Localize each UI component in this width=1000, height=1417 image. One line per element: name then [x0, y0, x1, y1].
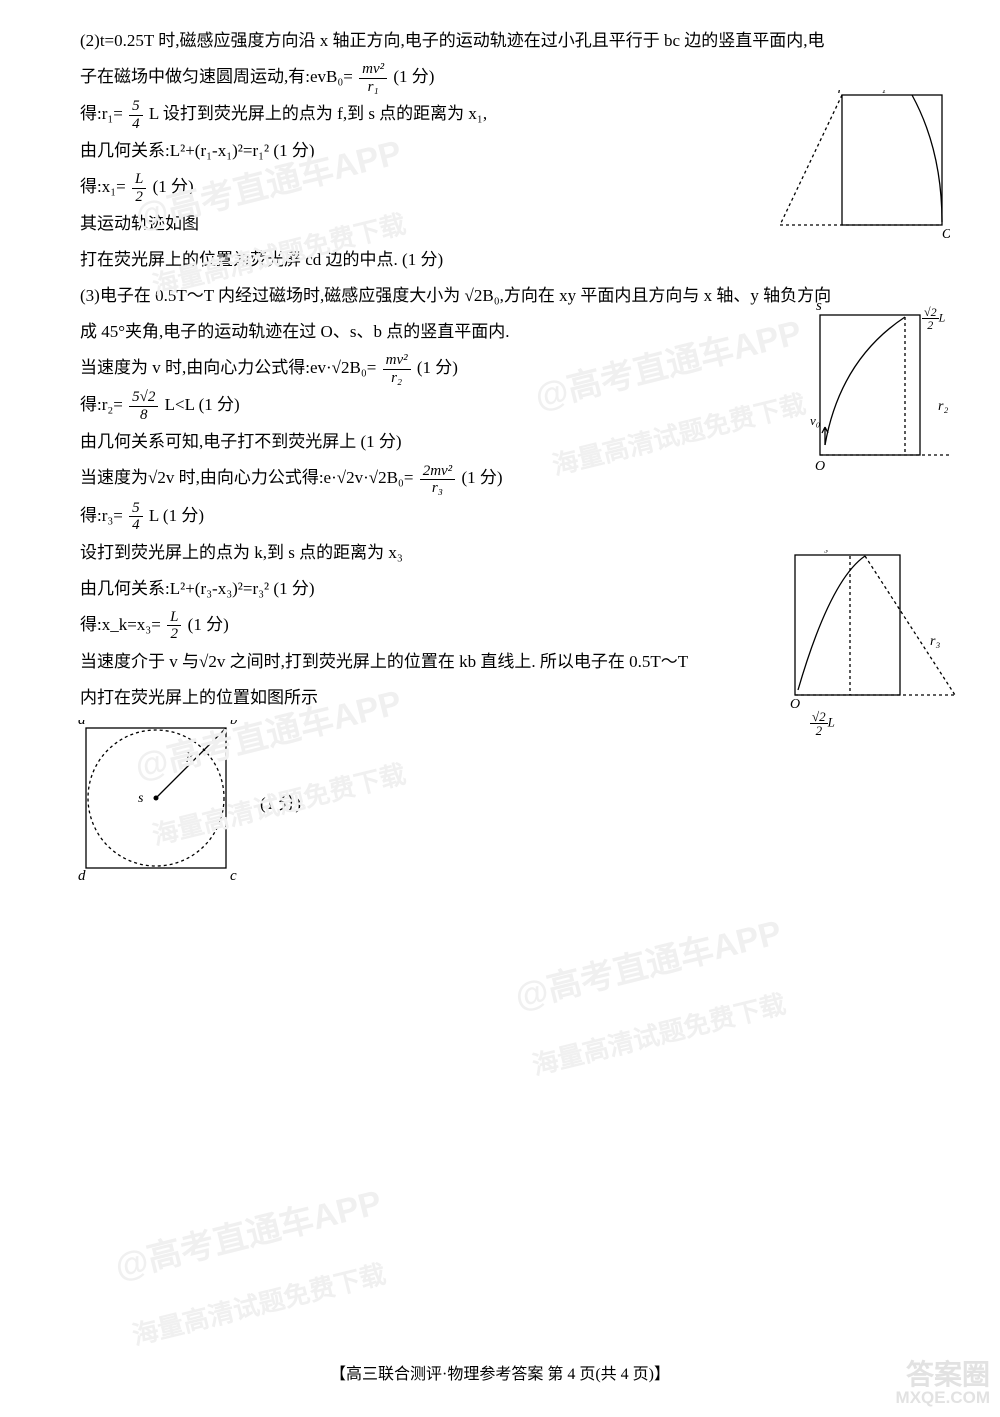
wm-l2: MXQE.COM [896, 1389, 990, 1407]
den: 4 [129, 517, 143, 534]
den: 2 [132, 189, 146, 206]
svg-text:d: d [78, 868, 86, 884]
svg-text:c: c [230, 868, 237, 884]
fraction: 2mv² r₃ [420, 463, 456, 497]
line-12: 当速度为√2v 时,由向心力公式得:e·√2v·√2B₀= 2mv² r₃ (1… [80, 461, 920, 496]
fraction: 5 4 [129, 98, 143, 132]
num: 2mv² [420, 463, 456, 481]
svg-text:s: s [816, 300, 822, 314]
den: r₁ [359, 79, 387, 96]
fraction: L 2 [167, 609, 181, 643]
figure-1: f x₁ s O [780, 90, 950, 240]
svg-text:r₂: r₂ [938, 399, 948, 414]
svg-text:k: k [850, 550, 857, 554]
points: (1 分) [188, 615, 229, 634]
points: (1 分) [461, 468, 502, 487]
svg-text:s: s [790, 550, 796, 554]
points: (1 分) [417, 358, 458, 377]
den: 2 [167, 626, 181, 643]
t: 当速度为 v 时,由向心力公式得:ev·√2B₀= [80, 358, 376, 377]
points: (1 分) [260, 787, 301, 821]
den: r₃ [420, 480, 456, 497]
num: L [132, 171, 146, 189]
line-7: 打在荧光屏上的位置为荧光屏 cd 边的中点. (1 分) [80, 243, 920, 277]
fraction: 5√2 8 [129, 389, 158, 423]
fraction: L 2 [132, 171, 146, 205]
svg-text:O: O [815, 459, 825, 474]
num: 5√2 [129, 389, 158, 407]
den: r₂ [383, 370, 411, 387]
svg-text:x₁: x₁ [874, 90, 886, 94]
t: 得:r₁= [80, 104, 123, 123]
watermark-ghost: @高考直通车APP海量高清试题免费下载 [108, 1169, 406, 1367]
num: 5 [129, 500, 143, 518]
watermark-ghost: @高考直通车APP海量高清试题免费下载 [508, 899, 806, 1097]
svg-text:x₃: x₃ [817, 550, 828, 553]
svg-text:s: s [138, 791, 144, 806]
line-13: 得:r₃= 5 4 L (1 分) [80, 499, 920, 534]
fraction: mv² r₁ [359, 61, 387, 95]
figure-3: sx₃kr₃O√22L [790, 550, 970, 760]
t: 得:r₂= [80, 395, 123, 414]
t: 子在磁场中做匀速圆周运动,有:evB₀= [80, 67, 353, 86]
line-10: 得:r₂= 5√2 8 L<L (1 分) [80, 388, 920, 423]
line-11: 由几何关系可知,电子打不到荧光屏上 (1 分) [80, 425, 920, 459]
num: mv² [383, 352, 411, 370]
t: 得:r₃= [80, 506, 123, 525]
num: 5 [129, 98, 143, 116]
svg-text:b: b [230, 720, 238, 728]
line-8b: 成 45°夹角,电子的运动轨迹在过 O、s、b 点的竖直平面内. [80, 315, 920, 349]
line-8a: (3)电子在 0.5T～T 内经过磁场时,磁感应强度大小为 √2B₀,方向在 x… [80, 279, 920, 313]
t: 得:x_k=x₃= [80, 615, 161, 634]
points: (1 分) [393, 67, 434, 86]
svg-text:v₀: v₀ [810, 413, 820, 428]
den: 8 [129, 407, 158, 424]
figure-4: a b d c s k [78, 720, 248, 890]
page-footer: 【高三联合测评·物理参考答案 第 4 页(共 4 页)】 [0, 1359, 1000, 1391]
num: L [167, 609, 181, 627]
fraction: 5 4 [129, 500, 143, 534]
line-1: (2)t=0.25T 时,磁感应强度方向沿 x 轴正方向,电子的运动轨迹在过小孔… [80, 24, 920, 58]
svg-text:k: k [186, 751, 193, 766]
t: L 设打到荧光屏上的点为 f,到 s 点的距离为 x₁, [149, 104, 487, 123]
t: L (1 分) [149, 506, 204, 525]
figure-2: s√22Lr₂v₀O [810, 300, 960, 490]
t: 得:x₁= [80, 177, 126, 196]
t: 当速度为√2v 时,由向心力公式得:e·√2v·√2B₀= [80, 468, 413, 487]
den: 4 [129, 116, 143, 133]
svg-text:a: a [78, 720, 86, 728]
num: mv² [359, 61, 387, 79]
line-9: 当速度为 v 时,由向心力公式得:ev·√2B₀= mv² r₂ (1 分) [80, 351, 920, 386]
svg-text:O: O [790, 697, 800, 712]
t: L<L (1 分) [165, 395, 240, 414]
fraction: mv² r₂ [383, 352, 411, 386]
svg-text:f: f [838, 90, 844, 94]
svg-text:r₃: r₃ [930, 634, 940, 649]
svg-text:O: O [942, 227, 950, 240]
svg-text:s: s [920, 90, 926, 94]
points: (1 分) [153, 177, 194, 196]
